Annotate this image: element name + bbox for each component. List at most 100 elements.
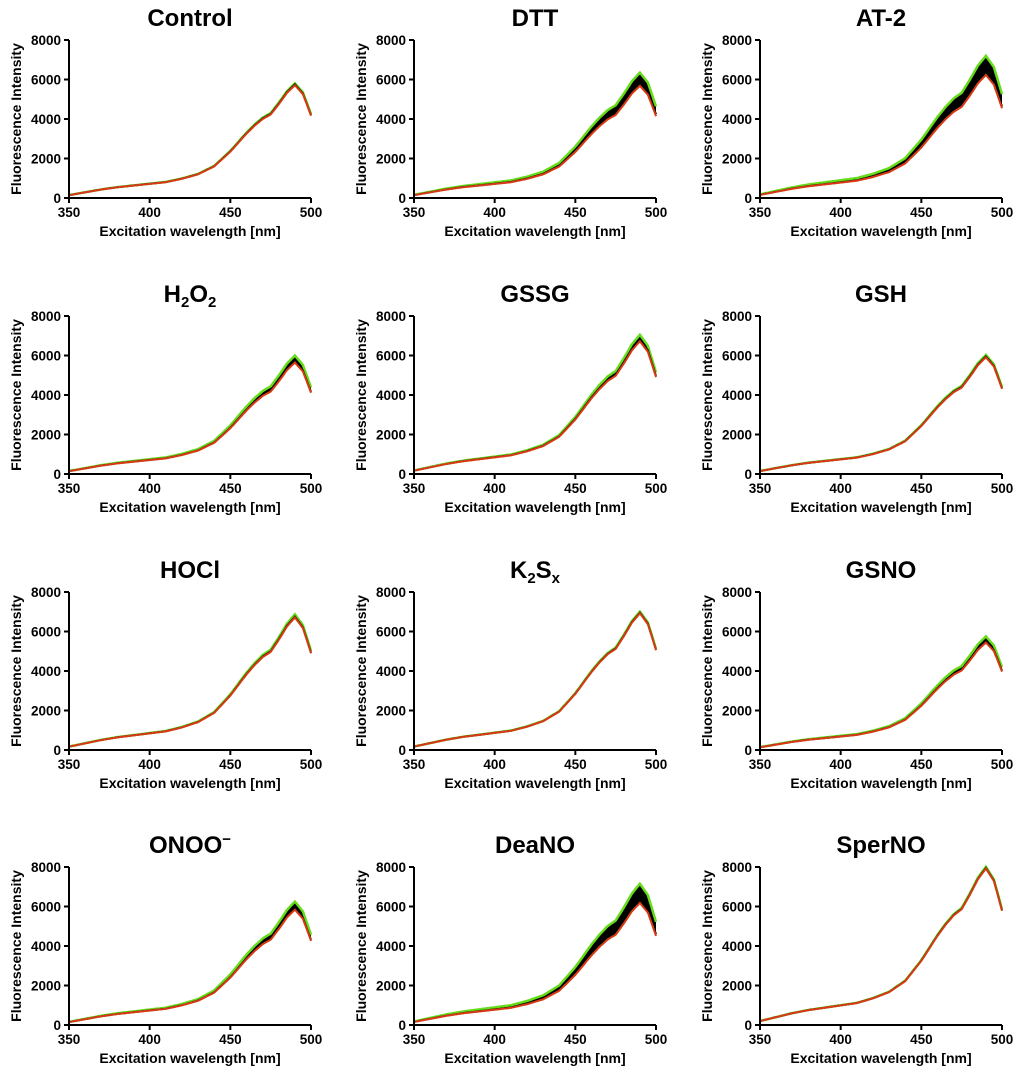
y-tick-label: 6000 [31,73,61,88]
x-tick-label: 400 [829,205,852,220]
panel-title: DTT [512,5,559,32]
series-line-lower [413,340,657,472]
y-tick-label: 2000 [722,428,752,443]
series-band [414,334,656,471]
series-line-mid [68,82,312,197]
panel-title: ONOO− [149,831,231,859]
y-tick-label: 8000 [722,33,752,48]
y-tick-label: 8000 [722,585,752,600]
y-tick-label: 8000 [376,33,406,48]
x-tick-label: 400 [829,1032,852,1047]
y-tick-label: 4000 [376,939,406,954]
y-tick-label: 2000 [376,152,406,167]
x-tick-label: 350 [403,757,426,772]
panel-1: 0 2000 4000 6000 8000 350 400 450 500 Excitation … [353,5,667,239]
panel-title: AT-2 [856,5,906,32]
series-line-lower [413,84,657,196]
y-tick-label: 4000 [376,664,406,679]
x-tick-label: 450 [564,757,587,772]
x-axis-label: Excitation wavelength [nm] [99,499,280,515]
x-tick-label: 400 [829,757,852,772]
series-band [760,866,1002,1022]
y-tick-label: 0 [398,1018,406,1033]
panel-title: Control [147,5,232,32]
x-tick-label: 400 [483,481,506,496]
x-tick-label: 350 [403,1032,426,1047]
y-tick-label: 6000 [31,625,61,640]
panel-3: 0 2000 4000 6000 8000 350 400 450 500 Excitation … [8,281,322,515]
x-tick-label: 500 [991,481,1014,496]
y-axis-label: Fluorescence Intensity [8,870,24,1022]
y-tick-label: 6000 [722,73,752,88]
y-tick-label: 0 [53,1018,61,1033]
x-tick-label: 350 [58,481,81,496]
panel-9: 0 2000 4000 6000 8000 350 400 450 500 Excitation … [8,831,322,1066]
x-tick-label: 350 [749,1032,772,1047]
y-tick-label: 2000 [31,704,61,719]
series-line-lower [759,356,1003,472]
series-line-upper [413,881,658,1023]
y-tick-label: 2000 [376,704,406,719]
series-line-lower-orange [413,611,657,748]
y-tick-label: 4000 [722,664,752,679]
x-axis-label: Excitation wavelength [nm] [790,499,971,515]
x-tick-label: 350 [749,757,772,772]
y-tick-label: 8000 [722,309,752,324]
y-tick-label: 8000 [31,860,61,875]
y-tick-label: 0 [744,467,752,482]
series-line-lower [413,901,657,1023]
y-tick-label: 8000 [376,585,406,600]
x-tick-label: 450 [219,205,242,220]
panel-title: SperNO [836,832,925,859]
y-tick-label: 0 [398,191,406,206]
series-band [760,55,1002,195]
series-line-lower [759,641,1003,749]
series-line-mid [759,866,1003,1023]
y-tick-label: 0 [53,191,61,206]
x-tick-label: 450 [219,481,242,496]
x-tick-label: 500 [645,481,668,496]
panel-4: 0 2000 4000 6000 8000 350 400 450 500 Excitation … [353,281,667,515]
x-axis-label: Excitation wavelength [nm] [444,499,625,515]
y-tick-label: 0 [744,191,752,206]
series-line-lower [759,73,1003,196]
y-tick-label: 0 [744,1018,752,1033]
series-line-lower [759,867,1003,1022]
y-axis-label: Fluorescence Intensity [353,319,369,471]
panel-title: GSSG [500,281,569,308]
panel-title: GSH [855,281,907,308]
y-tick-label: 8000 [376,309,406,324]
panel-11: 0 2000 4000 6000 8000 350 400 450 500 Excitation … [699,832,1013,1066]
series-line-upper [413,332,658,472]
series-band [414,611,656,747]
y-tick-label: 4000 [722,112,752,127]
x-tick-label: 400 [483,1032,506,1047]
series-line-mid [68,359,312,473]
x-axis-label: Excitation wavelength [nm] [790,1050,971,1066]
y-axis-label: Fluorescence Intensity [353,595,369,747]
y-tick-label: 2000 [722,152,752,167]
x-tick-label: 500 [645,205,668,220]
y-tick-label: 8000 [376,860,406,875]
y-tick-label: 2000 [31,428,61,443]
series-line-mid [759,355,1003,473]
series-line-lower [413,612,657,748]
x-tick-label: 350 [749,481,772,496]
x-axis-label: Excitation wavelength [nm] [444,775,625,791]
x-tick-label: 350 [749,205,772,220]
x-tick-label: 400 [138,1032,161,1047]
series-line-upper [759,353,1004,473]
x-tick-label: 500 [300,1032,323,1047]
series-band [69,355,311,472]
panel-7: 0 2000 4000 6000 8000 350 400 450 500 Excitation … [353,557,667,791]
panel-title: H2O2 [164,281,217,311]
series-line-lower-orange [759,355,1003,473]
panel-title: DeaNO [495,832,575,859]
x-tick-label: 450 [219,757,242,772]
y-tick-label: 6000 [722,349,752,364]
x-tick-label: 450 [219,1032,242,1047]
panel-title: GSNO [846,557,917,584]
series-line-lower [68,908,312,1023]
y-tick-label: 0 [398,743,406,758]
x-tick-label: 500 [300,757,323,772]
